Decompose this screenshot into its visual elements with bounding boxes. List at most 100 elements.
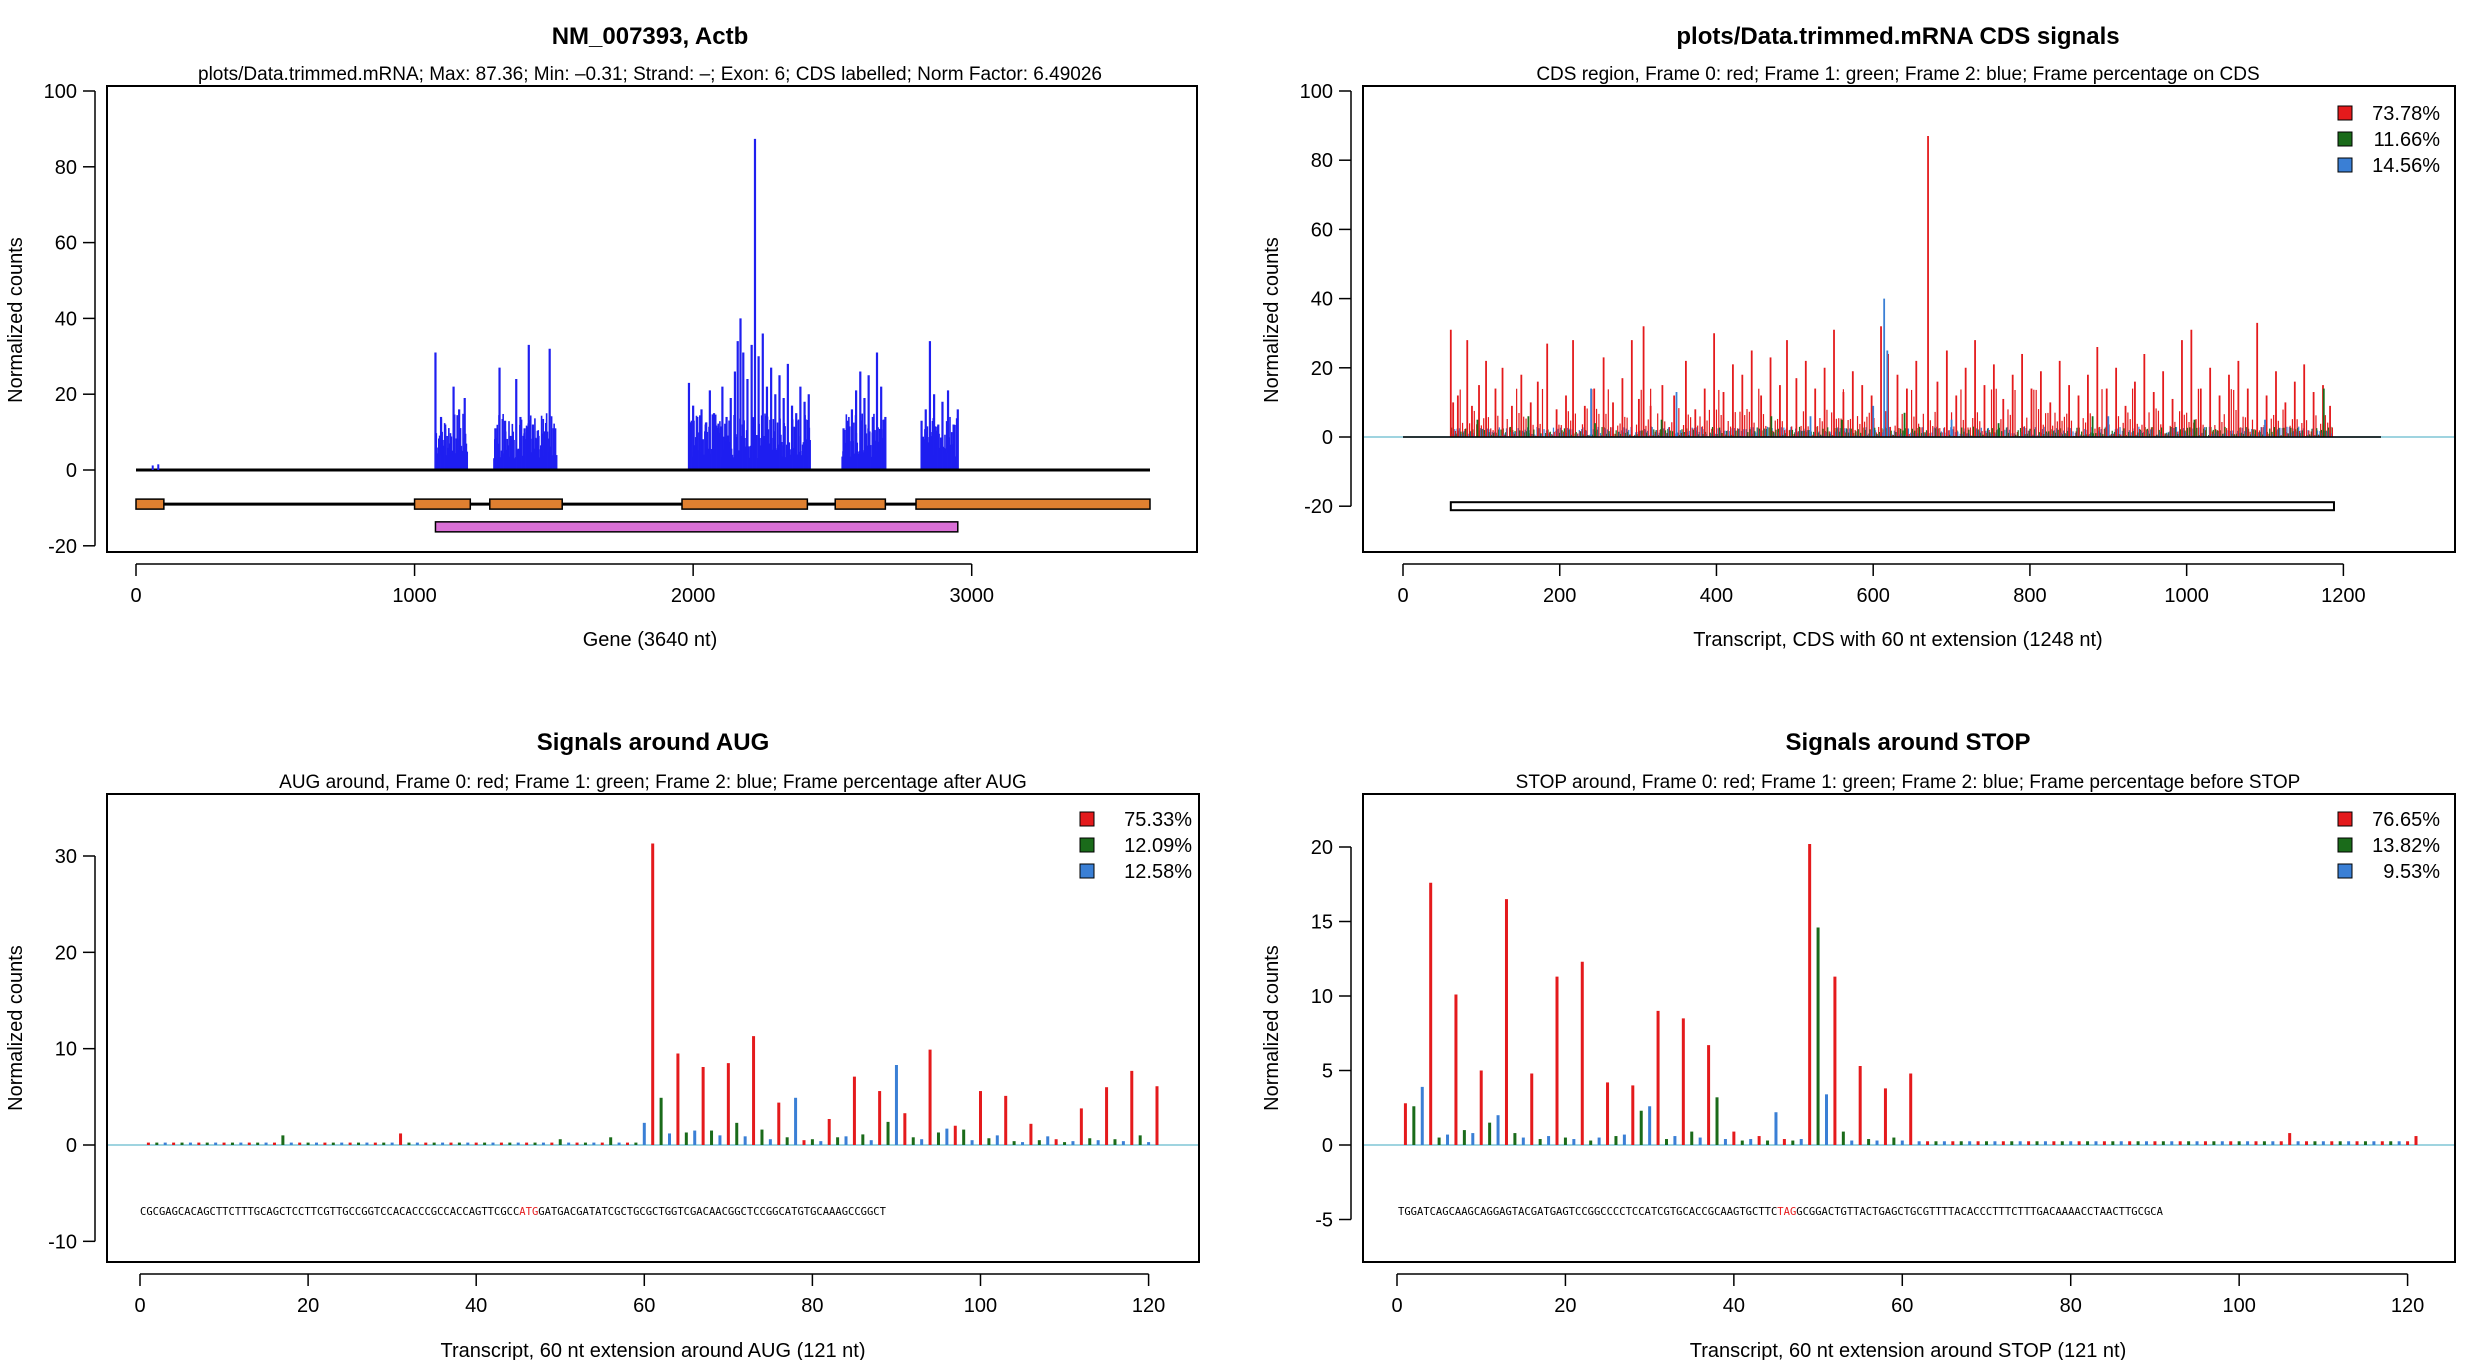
x-axis-label: Gene (3640 nt) <box>583 629 718 651</box>
y-tick-label: 20 <box>1311 358 1333 380</box>
sequence-downstream: GCGGACTGTTACTGAGCTGCGTTTTACACCCTTTCTTTGA… <box>1796 1206 2163 1218</box>
sequence-downstream: GATGACGATATCGCTGCGCTGGTCGACAACGGCTCCGGCA… <box>538 1206 886 1218</box>
x-tick-label: 600 <box>1857 585 1890 607</box>
exon-box <box>915 498 1151 510</box>
y-axis-label: Normalized counts <box>5 237 27 403</box>
x-tick-label: 20 <box>1554 1295 1576 1317</box>
y-tick-label: 0 <box>1322 427 1333 449</box>
x-tick-label: 2000 <box>671 585 716 607</box>
sequence-upstream: TGGATCAGCAAGCAGGAGTACGATGAGTCCGGCCCCTCCA… <box>1398 1206 1777 1218</box>
sequence-start-codon: ATG <box>519 1206 538 1218</box>
plot-marks <box>1363 135 2455 512</box>
panel-gene-coverage: NM_007393, Actb plots/Data.trimmed.mRNA;… <box>5 23 1198 651</box>
y-tick-label: 15 <box>1311 912 1333 934</box>
x-tick-label: 0 <box>1397 585 1408 607</box>
x-tick-label: 800 <box>2013 585 2046 607</box>
sequence: CGCGAGCACAGCTTCTTTGCAGCTCCTTCGTTGCCGGTCC… <box>140 1206 887 1218</box>
legend-swatch-frame0 <box>1079 811 1095 827</box>
exon-box <box>489 498 563 510</box>
legend: 76.65% 13.82% 9.53% <box>2337 809 2440 883</box>
legend: 73.78% 11.66% 14.56% <box>2337 103 2441 177</box>
y-tick-label: 0 <box>1322 1135 1333 1157</box>
axes: 0 200 400 600 800 1000 1200 -20 0 20 40 60 80 100 <box>1300 81 2366 607</box>
x-tick-label: 0 <box>130 585 141 607</box>
plot-frame <box>1362 85 2456 553</box>
panel-subtitle: CDS region, Frame 0: red; Frame 1: green… <box>1536 64 2259 85</box>
sequence-stop-codon: TAG <box>1777 1206 1796 1218</box>
panel-stop-signals: Signals around STOP STOP around, Frame 0… <box>1261 729 2456 1360</box>
legend-label-frame0: 75.33% <box>1124 809 1192 831</box>
y-axis-label: Normalized counts <box>1261 237 1283 403</box>
y-tick-label: -10 <box>48 1231 77 1253</box>
x-tick-label: 120 <box>1132 1295 1165 1317</box>
panel-aug-signals: Signals around AUG AUG around, Frame 0: … <box>5 729 1200 1360</box>
y-axis-label: Normalized counts <box>5 945 27 1111</box>
legend-swatch-frame1 <box>2337 131 2353 147</box>
x-tick-label: 0 <box>1391 1295 1402 1317</box>
axes: 0 20 40 60 80 100 120 -10 0 10 20 30 <box>48 846 1165 1317</box>
legend-label-frame2: 14.56% <box>2372 155 2440 177</box>
legend-label-frame1: 13.82% <box>2372 835 2440 857</box>
sequence: TGGATCAGCAAGCAGGAGTACGATGAGTCCGGCCCCTCCA… <box>1398 1206 2164 1218</box>
legend-label-frame1: 11.66% <box>2374 129 2441 151</box>
x-axis-label: Transcript, CDS with 60 nt extension (12… <box>1693 629 2102 651</box>
panel-title: Signals around STOP <box>1786 729 2031 756</box>
legend-swatch-frame0 <box>2337 811 2353 827</box>
panel-cds-signals: plots/Data.trimmed.mRNA CDS signals CDS … <box>1261 23 2456 651</box>
legend-label-frame1: 12.09% <box>1124 835 1192 857</box>
x-tick-label: 200 <box>1543 585 1576 607</box>
panel-title: NM_007393, Actb <box>552 23 749 50</box>
x-tick-label: 40 <box>465 1295 487 1317</box>
plot-frame <box>1362 793 2456 1263</box>
plot-marks <box>135 138 1151 533</box>
panel-subtitle: STOP around, Frame 0: red; Frame 1: gree… <box>1516 772 2301 793</box>
legend: 75.33% 12.09% 12.58% <box>1079 809 1192 883</box>
legend-swatch-frame0 <box>2337 105 2353 121</box>
y-tick-label: -5 <box>1315 1210 1333 1232</box>
y-tick-label: -20 <box>48 536 77 558</box>
cds-box <box>434 521 959 533</box>
legend-swatch-frame2 <box>2337 863 2353 879</box>
y-tick-label: -20 <box>1304 496 1333 518</box>
x-tick-label: 60 <box>1891 1295 1913 1317</box>
legend-label-frame2: 9.53% <box>2383 861 2440 883</box>
x-tick-label: 100 <box>964 1295 997 1317</box>
y-tick-label: 80 <box>1311 150 1333 172</box>
x-tick-label: 3000 <box>949 585 994 607</box>
y-tick-label: 40 <box>55 308 77 330</box>
x-tick-label: 20 <box>297 1295 319 1317</box>
x-axis-label: Transcript, 60 nt extension around AUG (… <box>440 1340 865 1360</box>
axes: 0 1000 2000 3000 -20 0 20 40 60 80 100 <box>44 81 994 607</box>
exon-box <box>413 498 472 510</box>
exon-box <box>681 498 809 510</box>
plot-marks <box>107 843 1199 1146</box>
plot-frame <box>106 85 1198 553</box>
panel-subtitle: plots/Data.trimmed.mRNA; Max: 87.36; Min… <box>198 64 1102 85</box>
y-tick-label: 0 <box>66 460 77 482</box>
y-tick-label: 100 <box>44 81 77 103</box>
x-tick-label: 1000 <box>2164 585 2209 607</box>
x-tick-label: 40 <box>1723 1295 1745 1317</box>
legend-swatch-frame2 <box>1079 863 1095 879</box>
y-tick-label: 20 <box>55 384 77 406</box>
y-tick-label: 20 <box>55 942 77 964</box>
legend-swatch-frame2 <box>2337 157 2353 173</box>
legend-label-frame0: 76.65% <box>2372 809 2440 831</box>
sequence-upstream: CGCGAGCACAGCTTCTTTGCAGCTCCTTCGTTGCCGGTCC… <box>140 1206 519 1218</box>
x-tick-label: 0 <box>134 1295 145 1317</box>
legend-swatch-frame1 <box>2337 837 2353 853</box>
x-tick-label: 100 <box>2222 1295 2255 1317</box>
y-tick-label: 5 <box>1322 1061 1333 1083</box>
plot-marks <box>1363 844 2455 1146</box>
y-tick-label: 40 <box>1311 289 1333 311</box>
y-tick-label: 100 <box>1300 81 1333 103</box>
y-tick-label: 60 <box>1311 219 1333 241</box>
y-tick-label: 30 <box>55 846 77 868</box>
panel-title: plots/Data.trimmed.mRNA CDS signals <box>1676 23 2119 50</box>
y-tick-label: 10 <box>55 1039 77 1061</box>
y-tick-label: 60 <box>55 233 77 255</box>
x-axis-label: Transcript, 60 nt extension around STOP … <box>1690 1340 2127 1360</box>
y-tick-label: 0 <box>66 1135 77 1157</box>
axes: 0 20 40 60 80 100 120 -5 0 5 10 15 20 <box>1311 837 2425 1317</box>
